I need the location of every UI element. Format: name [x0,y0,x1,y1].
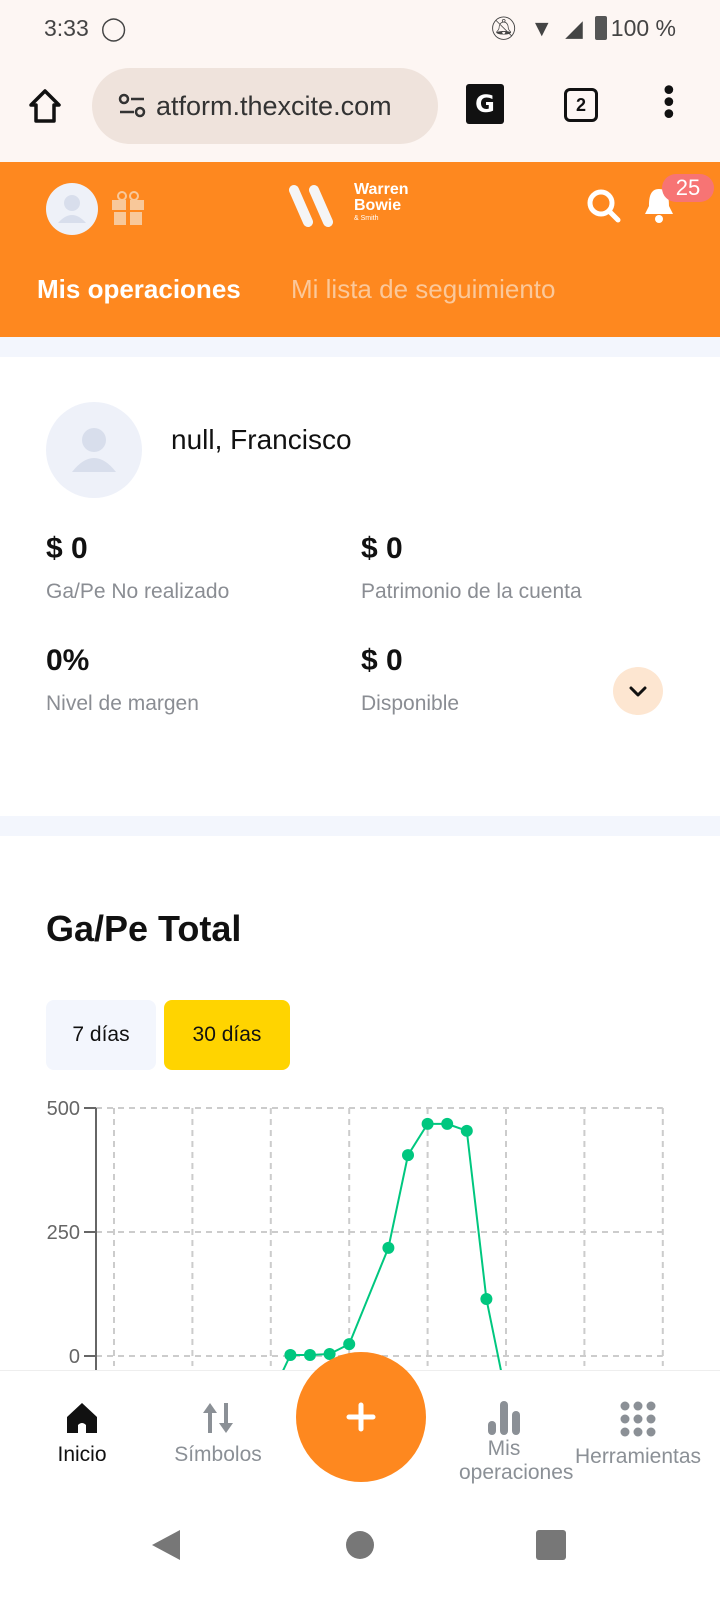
available-label: Disponible [361,692,460,715]
equity-label: Patrimonio de la cuenta [361,580,582,603]
avatar[interactable] [46,183,98,235]
profile-avatar [46,402,142,498]
y-tick-label: 500 [47,1098,80,1120]
data-point [402,1149,414,1162]
signal-icon: ◢ [565,14,583,41]
tab-switcher-button[interactable]: 2 [564,88,598,122]
nav-herramientas[interactable]: Herramientas [558,1371,718,1469]
nav-mis-operaciones[interactable]: Mis operaciones [434,1371,574,1485]
available-value: $ 0 [361,644,403,677]
sort-arrows-icon [203,1403,233,1433]
data-point [304,1349,316,1362]
chevron-down-icon [629,686,647,697]
notification-icon: ◯ [100,14,127,41]
data-point [421,1117,434,1130]
y-tick-label: 250 [47,1222,80,1244]
data-point [382,1241,395,1254]
mute-icon: 🔕︎ [489,14,519,41]
account-name: null, Francisco [171,424,352,455]
home-icon [67,1403,97,1433]
grid-icon [620,1401,656,1437]
back-icon[interactable] [150,1528,182,1562]
data-point [480,1292,493,1305]
system-nav-bar [0,1500,720,1600]
brand-name: Warren Bowie & Smith [354,181,409,223]
equity-value: $ 0 [361,532,403,565]
wifi-icon: ▼ [530,14,554,41]
gift-icon[interactable] [110,190,146,226]
site-settings-icon[interactable] [118,93,148,119]
unrealized-pnl-value: $ 0 [46,532,88,565]
brand-logo-icon [289,185,333,227]
nav-simbolos[interactable]: Símbolos [148,1371,288,1467]
plus-icon [346,1402,376,1432]
menu-icon[interactable]: • • • [660,74,678,133]
user-icon [58,195,86,223]
url-text: atform.thexcite.com [156,90,392,121]
pnl-title: Ga/Pe Total [46,908,242,949]
clock: 3:33 [44,14,89,41]
unrealized-pnl-label: Ga/Pe No realizado [46,580,230,603]
battery-icon [594,16,607,40]
divider [0,816,720,836]
bar-chart-icon [488,1401,520,1435]
data-point [284,1349,297,1362]
tab-mis-operaciones[interactable]: Mis operaciones [37,274,241,304]
y-tick-label: 0 [69,1346,80,1368]
home-icon[interactable] [28,88,62,124]
expand-button[interactable] [613,667,663,715]
data-point [343,1338,356,1351]
app-header: Warren Bowie & Smith 25 Mis operaciones … [0,162,720,337]
pnl-chart: 500 250 0 [47,1098,664,1370]
range-30-days-button[interactable]: 30 días [164,1000,290,1070]
data-point [441,1117,454,1130]
margin-level-label: Nivel de margen [46,692,199,715]
range-7-days-button[interactable]: 7 días [46,1000,156,1070]
translate-icon[interactable]: G [466,84,504,124]
status-bar: 3:33 ◯ 🔕︎ ▼ ◢ 100 % [0,0,720,56]
add-button[interactable] [296,1352,426,1482]
notification-badge: 25 [662,174,714,202]
data-point [323,1348,336,1361]
battery-level: 100 % [610,14,676,41]
divider [0,337,720,357]
nav-inicio[interactable]: Inicio [12,1371,152,1467]
browser-toolbar: atform.thexcite.com G 2 • • • [0,56,720,162]
margin-level-value: 0% [46,644,90,677]
url-bar[interactable]: atform.thexcite.com [92,68,438,144]
user-icon [72,428,116,472]
data-point [460,1124,473,1137]
recents-icon[interactable] [536,1530,566,1560]
tab-mi-lista-de-seguimiento[interactable]: Mi lista de seguimiento [291,274,556,304]
home-circle-icon[interactable] [345,1530,375,1560]
search-icon[interactable] [586,188,622,224]
